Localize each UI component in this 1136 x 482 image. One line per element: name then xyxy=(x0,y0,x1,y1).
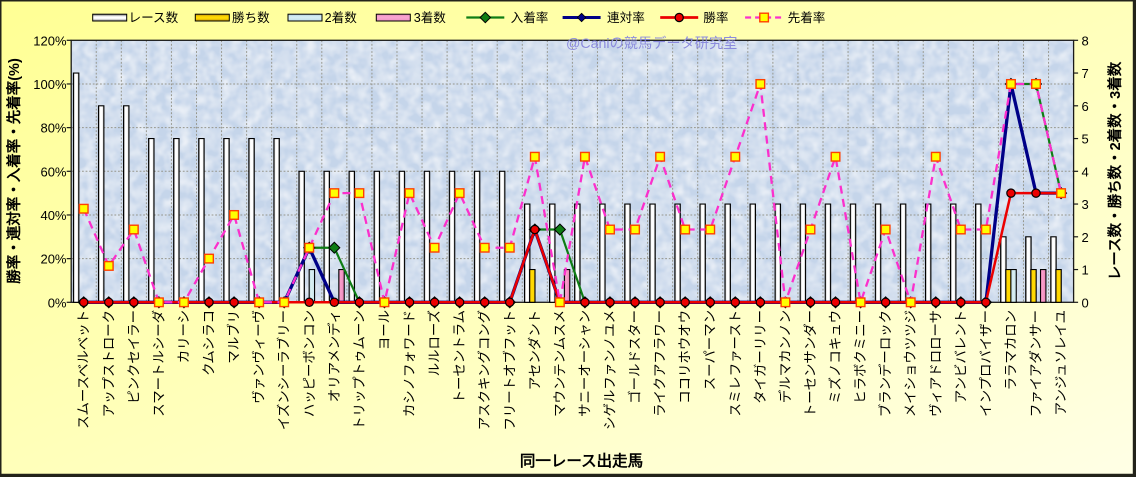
svg-text:ララマカロン: ララマカロン xyxy=(1003,310,1018,390)
svg-text:クムシラコ: クムシラコ xyxy=(202,310,217,376)
svg-text:同一レース出走馬: 同一レース出走馬 xyxy=(520,451,643,470)
svg-text:カシノフォワード: カシノフォワード xyxy=(402,310,417,417)
svg-text:スマートルシーダ: スマートルシーダ xyxy=(151,310,166,417)
svg-text:4: 4 xyxy=(1082,164,1089,179)
svg-text:100%: 100% xyxy=(33,77,67,92)
svg-text:ファイアダンサー: ファイアダンサー xyxy=(1029,310,1044,417)
svg-text:ミズノコキュウ: ミズノコキュウ xyxy=(828,310,843,404)
svg-text:ピンクセイラー: ピンクセイラー xyxy=(126,310,141,404)
svg-text:マウンテンムスメ: マウンテンムスメ xyxy=(552,310,567,417)
svg-text:ヒラボクミニー: ヒラボクミニー xyxy=(853,310,868,404)
svg-text:120%: 120% xyxy=(33,33,67,48)
svg-text:6: 6 xyxy=(1082,99,1089,114)
svg-text:トーセントラム: トーセントラム xyxy=(452,310,467,403)
svg-text:先着率: 先着率 xyxy=(788,10,826,25)
svg-text:ルルローズ: ルルローズ xyxy=(427,310,442,376)
svg-text:3着数: 3着数 xyxy=(414,11,447,25)
svg-text:デルマカンノン: デルマカンノン xyxy=(777,310,793,403)
svg-text:0%: 0% xyxy=(48,295,67,310)
svg-text:トーセンサンダー: トーセンサンダー xyxy=(803,310,818,417)
svg-text:@Caniの競馬データ研究室: @Caniの競馬データ研究室 xyxy=(566,35,737,52)
svg-text:トリップトゥムーン: トリップトゥムーン xyxy=(352,310,367,430)
svg-text:2: 2 xyxy=(1082,230,1089,245)
svg-text:レース数: レース数 xyxy=(129,11,179,25)
svg-text:アンジュソレイユ: アンジュソレイユ xyxy=(1054,310,1069,415)
svg-text:入着率: 入着率 xyxy=(511,10,549,25)
svg-text:2着数: 2着数 xyxy=(325,11,358,25)
svg-text:サニーオーシャン: サニーオーシャン xyxy=(577,310,592,417)
svg-text:5: 5 xyxy=(1082,132,1089,147)
svg-text:1: 1 xyxy=(1082,263,1089,278)
svg-text:80%: 80% xyxy=(40,121,66,136)
svg-text:0: 0 xyxy=(1082,295,1089,310)
svg-text:3: 3 xyxy=(1082,197,1089,212)
svg-text:インプロバイザー: インプロバイザー xyxy=(978,310,993,417)
svg-text:スミレファースト: スミレファースト xyxy=(728,310,743,416)
svg-text:ハッピーボンコン: ハッピーボンコン xyxy=(302,310,317,417)
svg-text:オリアメンディ: オリアメンディ xyxy=(326,310,342,402)
svg-text:7: 7 xyxy=(1082,66,1089,81)
svg-text:ライクアフラワー: ライクアフラワー xyxy=(653,310,668,417)
svg-text:フリートオブフット: フリートオブフット xyxy=(501,310,517,431)
svg-text:ヨール: ヨール xyxy=(377,310,392,350)
svg-text:ヴィアドロローサ: ヴィアドロローサ xyxy=(927,310,943,417)
svg-text:40%: 40% xyxy=(40,208,66,223)
svg-text:ブランデーロック: ブランデーロック xyxy=(877,310,893,417)
svg-text:勝率: 勝率 xyxy=(703,10,728,25)
svg-text:イズンシーラブリー: イズンシーラブリー xyxy=(276,310,292,430)
svg-text:スーパーマン: スーパーマン xyxy=(703,310,718,390)
svg-text:メイショウツツジ: メイショウツツジ xyxy=(903,310,918,417)
svg-text:スムースベルベット: スムースベルベット xyxy=(76,310,91,429)
svg-text:ゴールドスター: ゴールドスター xyxy=(627,310,643,404)
svg-text:60%: 60% xyxy=(40,164,66,179)
svg-text:ココリホウオウ: ココリホウオウ xyxy=(678,310,693,404)
svg-text:カリーシ: カリーシ xyxy=(176,310,191,363)
svg-text:マルブリ: マルブリ xyxy=(226,310,242,364)
svg-text:レース数・勝ち数・2着数・3着数: レース数・勝ち数・2着数・3着数 xyxy=(1106,61,1124,280)
svg-text:アスクキングコング: アスクキングコング xyxy=(477,310,492,430)
svg-text:アセンダント: アセンダント xyxy=(527,310,542,390)
svg-text:ヴァンヴィーヴ: ヴァンヴィーヴ xyxy=(251,310,267,404)
svg-text:アップストローク: アップストローク xyxy=(101,310,116,417)
svg-text:アンビバレント: アンビバレント xyxy=(953,310,968,403)
svg-text:勝ち数: 勝ち数 xyxy=(232,11,270,25)
svg-text:20%: 20% xyxy=(40,252,66,267)
svg-text:連対率: 連対率 xyxy=(607,10,645,25)
svg-text:勝率・連対率・入着率・先着率(%): 勝率・連対率・入着率・先着率(%) xyxy=(5,58,23,284)
svg-text:8: 8 xyxy=(1082,33,1089,48)
svg-text:シゲルファンノユメ: シゲルファンノユメ xyxy=(602,310,617,430)
svg-text:タイガーリリー: タイガーリリー xyxy=(753,310,768,404)
